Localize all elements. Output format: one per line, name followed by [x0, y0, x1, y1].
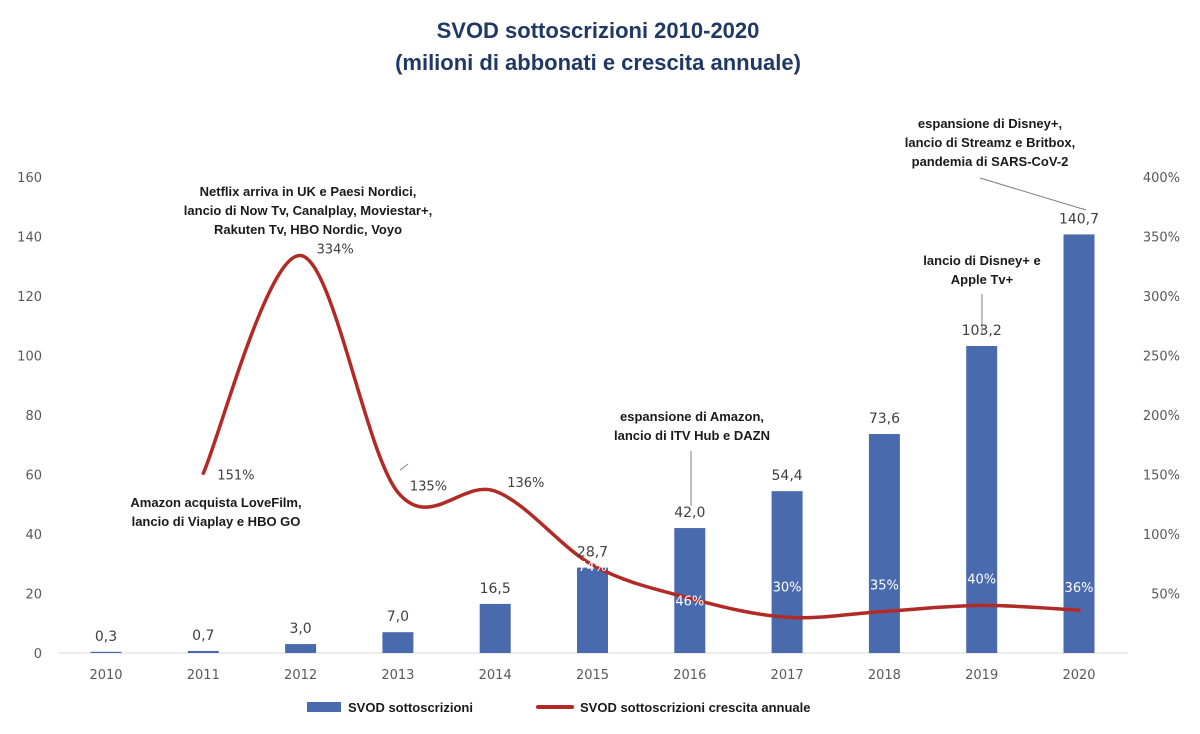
legend-bar-swatch — [307, 702, 341, 712]
left-tick-label: 0 — [34, 647, 42, 662]
growth-value-label: 74% — [578, 560, 607, 575]
left-tick-label: 160 — [17, 171, 42, 186]
bar — [382, 632, 414, 653]
bar-value-label: 42,0 — [674, 505, 705, 521]
bar-value-label: 0,7 — [192, 628, 214, 644]
bar — [479, 603, 511, 653]
annotation-text: Apple Tv+ — [951, 272, 1014, 287]
right-tick-label: 200% — [1143, 409, 1180, 424]
annotation-leader-line — [979, 177, 1087, 211]
bar-value-label: 140,7 — [1059, 211, 1099, 227]
growth-value-label: 40% — [967, 572, 996, 587]
growth-value-label: 36% — [1065, 581, 1094, 596]
legend-bar-label: SVOD sottoscrizioni — [348, 700, 473, 715]
right-tick-label: 250% — [1143, 350, 1180, 365]
bar-series — [90, 234, 1095, 654]
bar-value-label: 54,4 — [772, 468, 803, 484]
bar-value-label: 73,6 — [869, 411, 900, 427]
left-tick-label: 100 — [17, 350, 42, 365]
annotation-text: lancio di Now Tv, Canalplay, Moviestar+, — [184, 203, 432, 218]
chart-title-line-1: SVOD sottoscrizioni 2010-2020 — [437, 18, 760, 43]
x-tick-label: 2016 — [673, 668, 706, 683]
bar — [577, 567, 608, 653]
annotation-leader-line — [399, 463, 409, 471]
bar — [966, 345, 998, 653]
right-tick-label: 300% — [1143, 290, 1180, 305]
annotation-text: espansione di Disney+, — [918, 116, 1062, 131]
left-tick-label: 60 — [25, 469, 42, 484]
right-tick-label: 400% — [1143, 171, 1180, 186]
legend-line-label: SVOD sottoscrizioni crescita annuale — [580, 700, 810, 715]
bar-value-label: 28,7 — [577, 545, 608, 561]
x-tick-label: 2010 — [89, 668, 122, 683]
bar — [285, 644, 317, 653]
left-tick-label: 20 — [25, 588, 42, 603]
left-tick-label: 140 — [17, 231, 42, 246]
annotation-text: lancio di Streamz e Britbox, — [905, 135, 1076, 150]
x-tick-label: 2015 — [576, 668, 609, 683]
left-tick-label: 40 — [25, 528, 42, 543]
right-axis: 50% 100% 150% 200% 250% 300% 350% 400% — [1143, 171, 1180, 603]
annotation-leaders — [399, 177, 1087, 506]
x-axis: 2010 2011 2012 2013 2014 2015 2016 2017 2018 2019… — [89, 668, 1095, 683]
bar — [771, 491, 803, 653]
annotation-text: lancio di Viaplay e HBO GO — [132, 514, 301, 529]
growth-value-label: 46% — [675, 594, 704, 609]
growth-value-label: 136% — [507, 476, 544, 491]
left-axis: 0 20 40 60 80 100 120 140 160 — [17, 171, 42, 662]
bar — [868, 434, 900, 653]
annotation-text: Amazon acquista LoveFilm, — [130, 495, 301, 510]
annotation-text: pandemia di SARS-CoV-2 — [912, 154, 1069, 169]
x-tick-label: 2018 — [868, 668, 901, 683]
bar-value-label: 0,3 — [95, 629, 117, 645]
bar-value-label: 7,0 — [387, 609, 409, 625]
bar-value-label: 16,5 — [480, 581, 511, 597]
bar — [674, 528, 706, 653]
left-tick-label: 80 — [25, 409, 42, 424]
bar-data-labels: 0,3 0,7 3,0 7,0 16,5 28,7 42,0 54,4 73,6 103,2 140… — [95, 211, 1099, 645]
right-tick-label: 100% — [1143, 528, 1180, 543]
growth-line-series — [201, 253, 1081, 620]
annotation-text: Netflix arriva in UK e Paesi Nordici, — [200, 184, 417, 199]
annotations: Amazon acquista LoveFilm, lancio di Viapl… — [130, 116, 1075, 529]
chart-title-line-2: (milioni di abbonati e crescita annuale) — [395, 50, 801, 75]
left-tick-label: 120 — [17, 290, 42, 305]
annotation-text: lancio di Disney+ e — [923, 253, 1040, 268]
growth-value-label: 151% — [217, 468, 254, 483]
growth-value-label: 35% — [870, 578, 899, 593]
annotation-text: espansione di Amazon, — [620, 409, 764, 424]
x-tick-label: 2012 — [284, 668, 317, 683]
growth-line — [201, 253, 1081, 620]
x-tick-label: 2014 — [479, 668, 512, 683]
right-tick-label: 150% — [1143, 469, 1180, 484]
x-tick-label: 2019 — [965, 668, 998, 683]
x-tick-label: 2011 — [187, 668, 220, 683]
legend: SVOD sottoscrizioni SVOD sottoscrizioni … — [307, 700, 810, 715]
bar — [187, 650, 219, 653]
x-tick-label: 2013 — [381, 668, 414, 683]
growth-value-label: 334% — [317, 243, 354, 258]
growth-value-label: 135% — [410, 479, 447, 494]
growth-value-label: 30% — [773, 580, 802, 595]
bar — [1063, 234, 1095, 654]
bar-value-label: 103,2 — [962, 323, 1002, 339]
annotation-text: Rakuten Tv, HBO Nordic, Voyo — [214, 222, 402, 237]
bar-value-label: 3,0 — [289, 621, 311, 637]
right-tick-label: 350% — [1143, 231, 1180, 246]
growth-data-labels: 151% 334% 135% 136% 74% 46% 30% 35% 40% 36% — [217, 243, 1093, 610]
right-tick-label: 50% — [1151, 588, 1180, 603]
x-tick-label: 2020 — [1062, 668, 1095, 683]
x-tick-label: 2017 — [771, 668, 804, 683]
bar — [90, 651, 122, 653]
annotation-text: lancio di ITV Hub e DAZN — [614, 428, 770, 443]
